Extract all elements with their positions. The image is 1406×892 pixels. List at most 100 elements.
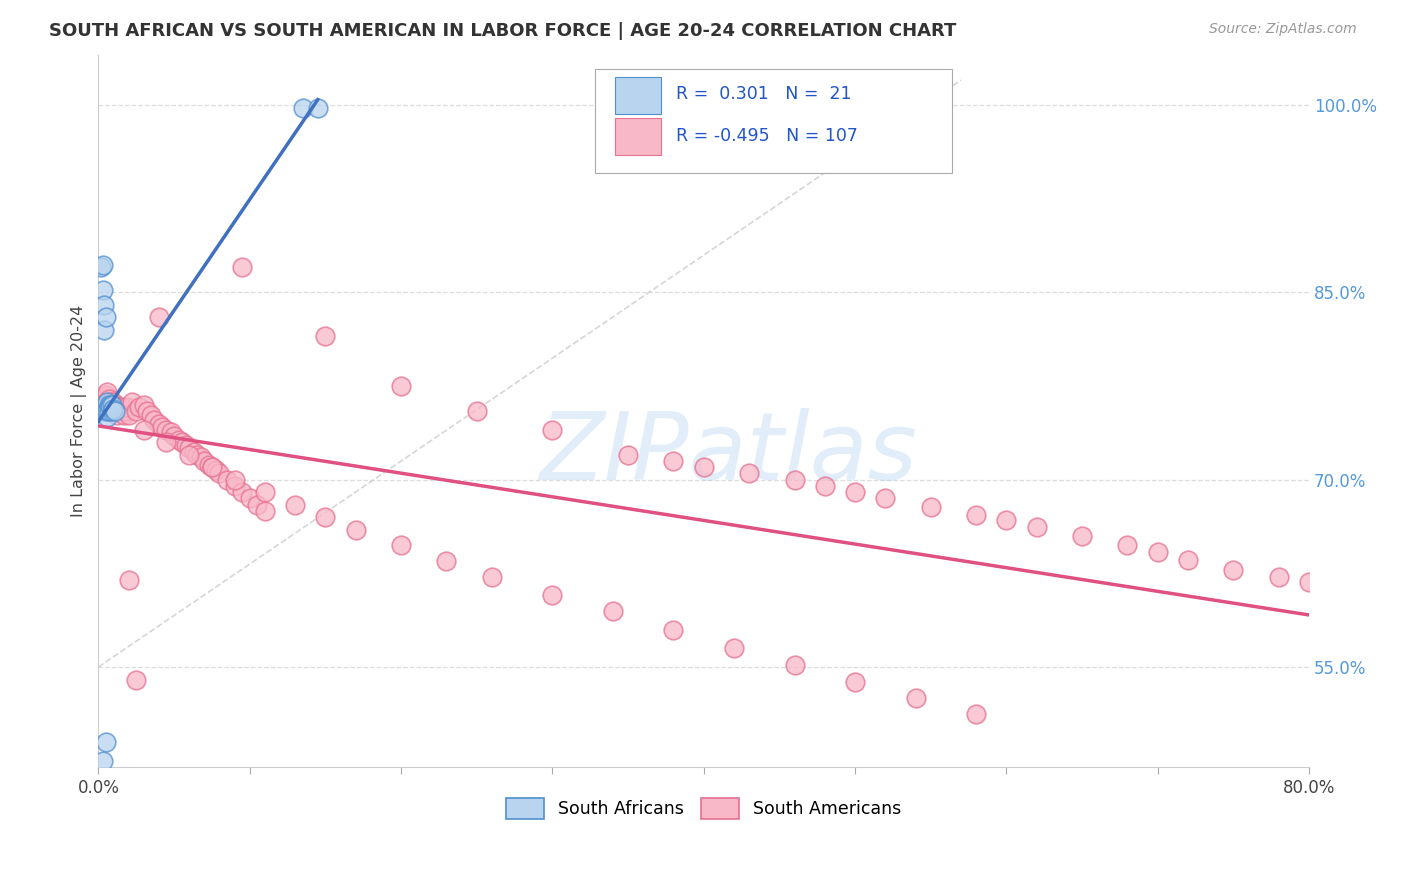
Point: [662, 454, 685, 468]
Point: [96, 410, 118, 425]
Point: [436, 554, 458, 568]
Point: [875, 491, 897, 506]
Point: [198, 458, 221, 472]
Point: [94, 735, 117, 749]
Point: [97, 392, 120, 406]
Legend: South Africans, South Americans: South Africans, South Americans: [499, 791, 908, 826]
Point: [904, 691, 927, 706]
Point: [163, 429, 186, 443]
Point: [965, 508, 987, 522]
Point: [148, 310, 170, 325]
Text: R =  0.301   N =  21: R = 0.301 N = 21: [676, 86, 852, 103]
Point: [104, 398, 127, 412]
Point: [160, 425, 183, 440]
Point: [97, 404, 120, 418]
Point: [103, 395, 125, 409]
Point: [314, 329, 336, 343]
Point: [920, 500, 942, 515]
Point: [91, 283, 114, 297]
Text: ZIPatlas: ZIPatlas: [538, 409, 917, 500]
Point: [167, 433, 190, 447]
Y-axis label: In Labor Force | Age 20-24: In Labor Force | Age 20-24: [72, 305, 87, 517]
Point: [104, 404, 127, 418]
Point: [1177, 552, 1199, 566]
Point: [662, 623, 685, 637]
Point: [170, 435, 193, 450]
Point: [541, 588, 564, 602]
Point: [1298, 575, 1320, 590]
Point: [783, 473, 806, 487]
Point: [201, 460, 224, 475]
Point: [1222, 563, 1244, 577]
Point: [253, 504, 276, 518]
Point: [91, 401, 114, 415]
Point: [965, 707, 987, 722]
Point: [111, 401, 134, 415]
Point: [174, 438, 197, 452]
Point: [155, 435, 177, 450]
Point: [150, 420, 173, 434]
Point: [307, 101, 329, 115]
Point: [121, 395, 143, 409]
Point: [115, 401, 138, 415]
Point: [108, 401, 131, 415]
Point: [246, 498, 269, 512]
Point: [186, 448, 208, 462]
Point: [201, 460, 224, 475]
Point: [814, 479, 837, 493]
Point: [389, 538, 412, 552]
Point: [125, 404, 148, 418]
Point: [91, 754, 114, 768]
FancyBboxPatch shape: [595, 70, 952, 172]
Point: [481, 570, 503, 584]
Point: [105, 401, 128, 415]
Point: [148, 417, 170, 431]
Point: [155, 423, 177, 437]
Point: [224, 473, 246, 487]
Text: SOUTH AFRICAN VS SOUTH AMERICAN IN LABOR FORCE | AGE 20-24 CORRELATION CHART: SOUTH AFRICAN VS SOUTH AMERICAN IN LABOR…: [49, 22, 956, 40]
Point: [117, 573, 139, 587]
Point: [100, 401, 122, 415]
Point: [96, 395, 118, 409]
Point: [91, 395, 114, 409]
Point: [693, 460, 716, 475]
Point: [96, 404, 118, 418]
Point: [995, 513, 1018, 527]
Point: [97, 404, 120, 418]
Point: [465, 404, 488, 418]
Point: [1268, 570, 1291, 584]
Point: [1071, 529, 1094, 543]
Point: [93, 323, 115, 337]
Point: [125, 673, 148, 687]
Point: [93, 298, 115, 312]
Point: [208, 467, 231, 481]
Point: [94, 395, 117, 409]
Point: [231, 485, 253, 500]
Point: [101, 404, 124, 418]
Point: [97, 398, 120, 412]
Point: [179, 442, 201, 456]
Point: [190, 450, 212, 465]
Point: [110, 404, 132, 418]
Point: [141, 408, 163, 422]
Point: [94, 398, 117, 412]
Point: [135, 404, 157, 418]
Point: [844, 485, 866, 500]
Point: [93, 404, 115, 418]
Point: [101, 398, 124, 412]
Point: [93, 392, 115, 406]
Point: [1116, 538, 1139, 552]
Point: [96, 401, 118, 415]
Point: [132, 398, 155, 412]
Point: [314, 510, 336, 524]
Text: R = -0.495   N = 107: R = -0.495 N = 107: [676, 127, 858, 145]
Point: [100, 395, 122, 409]
Point: [224, 479, 246, 493]
Point: [94, 388, 117, 402]
Point: [844, 675, 866, 690]
Point: [291, 101, 314, 115]
Point: [179, 448, 201, 462]
Point: [1025, 520, 1047, 534]
Point: [723, 641, 745, 656]
Point: [389, 379, 412, 393]
